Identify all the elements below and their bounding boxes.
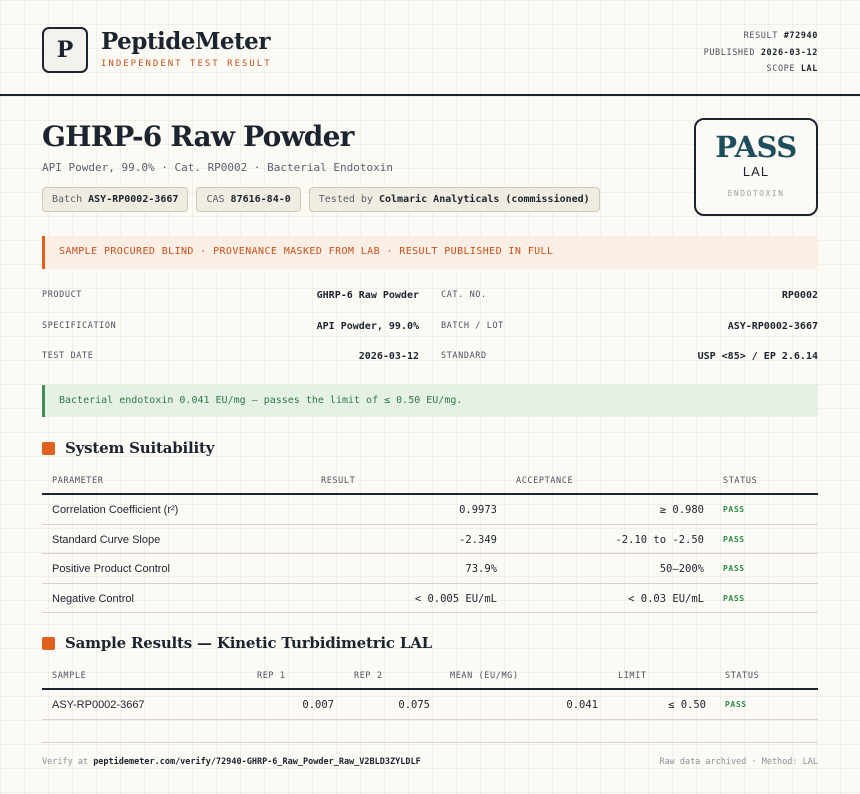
info-label: PRODUCT	[42, 290, 83, 300]
cell-parameter: Positive Product Control	[52, 563, 170, 575]
result-summary: Bacterial endotoxin 0.041 EU/mg — passes…	[42, 385, 818, 417]
system-suitability-table: PARAMETER RESULT ACCEPTANCE STATUS Corre…	[42, 468, 818, 613]
status-badge: PASS	[725, 700, 747, 709]
verdict-badge: PASS LAL ENDOTOXIN	[694, 118, 818, 216]
footer-divider	[42, 742, 818, 743]
cell-mean: 0.041	[566, 699, 598, 711]
info-value: 2026-03-12	[358, 350, 419, 362]
table-row: Negative Control < 0.005 EU/mL < 0.03 EU…	[42, 584, 818, 613]
table-row: Positive Product Control 73.9% 50–200% P…	[42, 554, 818, 584]
verdict-scope: LAL	[742, 164, 770, 179]
info-value: USP <85> / EP 2.6.14	[697, 350, 818, 362]
info-value: RP0002	[781, 289, 818, 301]
section-marker-icon	[42, 636, 55, 650]
cell-acceptance: < 0.03 EU/mL	[628, 592, 704, 605]
info-batch-lot: BATCH / LOT ASY-RP0002-3667	[441, 315, 818, 337]
info-cat-no: CAT. NO. RP0002	[441, 284, 818, 306]
verify-line: Verify at peptidemeter.com/verify/72940-…	[42, 757, 421, 767]
report-header: P PeptideMeter INDEPENDENT TEST RESULT R…	[0, 0, 860, 96]
col-rep1: REP 1	[257, 671, 286, 681]
col-parameter: PARAMETER	[52, 476, 104, 486]
cell-result: < 0.005 EU/mL	[414, 592, 497, 605]
sample-results-table: SAMPLE REP 1 REP 2 MEAN (EU/MG) LIMIT ST…	[42, 663, 818, 720]
cell-limit: ≤ 0.50	[668, 699, 706, 711]
cell-rep1: 0.007	[302, 699, 334, 711]
cell-result: 0.9973	[459, 504, 497, 516]
info-standard: STANDARD USP <85> / EP 2.6.14	[441, 345, 818, 367]
table-header: SAMPLE REP 1 REP 2 MEAN (EU/MG) LIMIT ST…	[42, 663, 818, 690]
status-badge: PASS	[723, 505, 745, 514]
info-label: BATCH / LOT	[441, 321, 504, 331]
tested-by-chip: Tested by Colmaric Analyticals (commissi…	[308, 187, 600, 212]
table-row: Standard Curve Slope -2.349 -2.10 to -2.…	[42, 525, 818, 554]
cell-acceptance: -2.10 to -2.50	[615, 533, 704, 546]
system-suitability-heading: System Suitability	[42, 439, 214, 457]
col-result: RESULT	[321, 476, 356, 486]
brand-name: PeptideMeter	[101, 28, 270, 55]
cell-parameter: Negative Control	[52, 592, 134, 605]
col-status: STATUS	[725, 671, 760, 681]
info-product: PRODUCT GHRP-6 Raw Powder	[42, 284, 419, 306]
blind-procurement-notice: SAMPLE PROCURED BLIND · PROVENANCE MASKE…	[42, 236, 818, 269]
col-limit: LIMIT	[618, 671, 647, 681]
info-specification: SPECIFICATION API Powder, 99.0%	[42, 315, 419, 337]
info-label: TEST DATE	[42, 351, 94, 361]
status-badge: PASS	[723, 534, 745, 544]
info-value: API Powder, 99.0%	[316, 320, 419, 332]
cell-rep2: 0.075	[398, 699, 430, 711]
cas-chip: CAS 87616-84-0	[196, 187, 301, 212]
section-title: System Suitability	[65, 439, 215, 457]
result-meta: RESULT #72940 PUBLISHED 2026-03-12 SCOPE…	[704, 28, 818, 78]
info-value: GHRP-6 Raw Powder	[316, 289, 419, 301]
col-acceptance: ACCEPTANCE	[516, 476, 574, 486]
verdict-text: PASS	[715, 130, 797, 164]
status-badge: PASS	[723, 564, 745, 573]
meta-published: PUBLISHED 2026-03-12	[703, 47, 818, 58]
section-title: Sample Results — Kinetic Turbidimetric L…	[65, 634, 433, 652]
col-status: STATUS	[723, 476, 758, 486]
cell-parameter: Correlation Coefficient (r²)	[52, 504, 179, 516]
product-title: GHRP-6 Raw Powder	[42, 120, 354, 153]
cell-acceptance: ≥ 0.980	[659, 504, 704, 516]
product-chips: Batch ASY-RP0002-3667 CAS 87616-84-0 Tes…	[42, 187, 600, 212]
table-row: Correlation Coefficient (r²) 0.9973 ≥ 0.…	[42, 495, 818, 525]
info-value: ASY-RP0002-3667	[727, 320, 818, 332]
cell-acceptance: 50–200%	[659, 563, 704, 575]
col-rep2: REP 2	[354, 671, 383, 681]
verdict-caption: ENDOTOXIN	[727, 189, 785, 198]
col-mean: MEAN (EU/MG)	[450, 671, 519, 681]
cell-result: -2.349	[459, 533, 497, 546]
status-badge: PASS	[723, 593, 745, 603]
info-label: CAT. NO.	[441, 290, 487, 300]
cell-parameter: Standard Curve Slope	[52, 533, 161, 546]
sample-results-heading: Sample Results — Kinetic Turbidimetric L…	[42, 634, 432, 652]
info-label: SPECIFICATION	[42, 321, 117, 331]
table-header: PARAMETER RESULT ACCEPTANCE STATUS	[42, 468, 818, 495]
section-marker-icon	[42, 441, 55, 455]
batch-chip: Batch ASY-RP0002-3667	[42, 187, 189, 212]
col-sample: SAMPLE	[52, 671, 87, 681]
info-label: STANDARD	[441, 351, 487, 361]
table-row: ASY-RP0002-3667 0.007 0.075 0.041 ≤ 0.50…	[42, 690, 818, 720]
info-test-date: TEST DATE 2026-03-12	[42, 345, 419, 367]
logo-mark: P	[42, 27, 88, 73]
cell-sample: ASY-RP0002-3667	[52, 699, 145, 711]
product-subtitle: API Powder, 99.0% · Cat. RP0002 · Bacter…	[42, 161, 393, 174]
brand-tagline: INDEPENDENT TEST RESULT	[101, 59, 272, 69]
meta-result: RESULT #72940	[743, 31, 818, 41]
footer-method: Raw data archived · Method: LAL	[659, 757, 818, 767]
meta-scope: SCOPE LAL	[766, 64, 818, 74]
verify-link[interactable]: peptidemeter.com/verify/72940-GHRP-6_Raw…	[93, 757, 421, 767]
cell-result: 73.9%	[465, 563, 497, 575]
